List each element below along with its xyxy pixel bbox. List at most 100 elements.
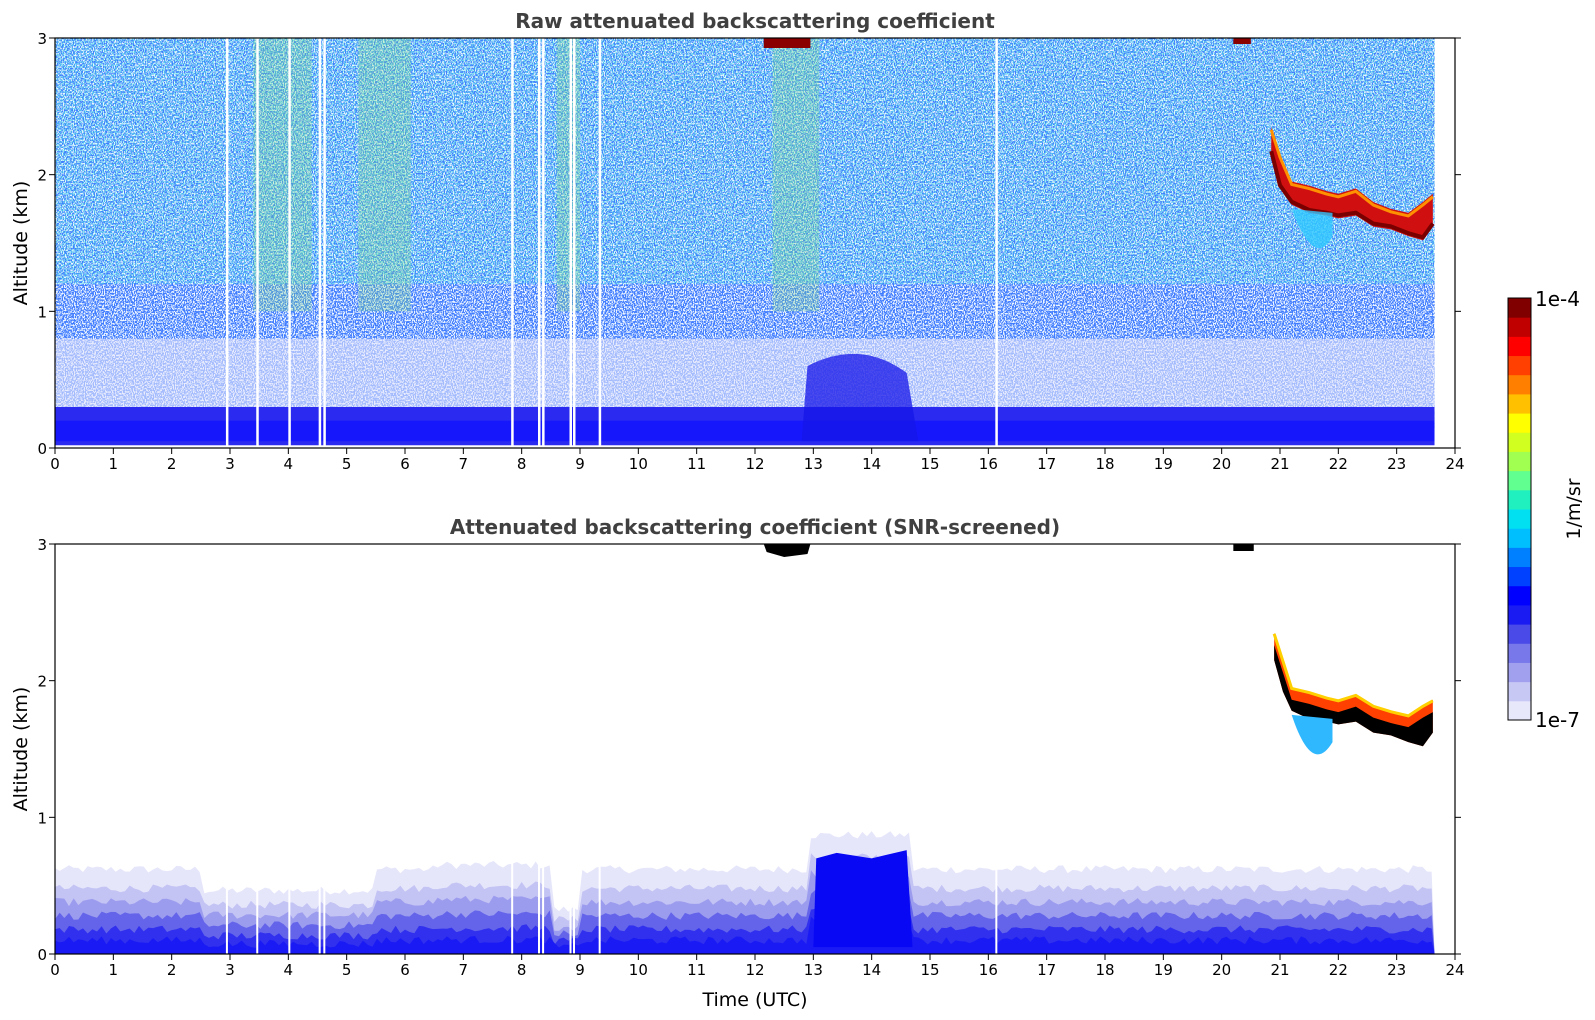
y-tick-label: 3 <box>37 536 47 554</box>
data-gap <box>542 858 545 954</box>
x-tick-label: 3 <box>225 455 235 473</box>
data-gap <box>323 858 326 954</box>
noise-texture-upper <box>55 38 1435 284</box>
x-tick-label: 9 <box>575 961 585 979</box>
x-tick-label: 4 <box>284 455 294 473</box>
colorbar-swatch <box>1508 681 1531 702</box>
x-tick-label: 21 <box>1270 961 1289 979</box>
x-tick-label: 11 <box>687 961 706 979</box>
cloud-top-12h <box>763 544 811 557</box>
x-tick-label: 6 <box>400 455 410 473</box>
cloud-layer-edge <box>1272 633 1434 718</box>
x-tick-label: 22 <box>1329 455 1348 473</box>
x-tick-label: 17 <box>1037 455 1056 473</box>
colorbar-swatch <box>1508 317 1531 337</box>
colorbar: 1e-4 1e-7 1/m/sr <box>1507 287 1585 732</box>
x-tick-label: 22 <box>1329 961 1348 979</box>
x-tick-label: 2 <box>167 961 177 979</box>
colorbar-swatch <box>1508 470 1531 491</box>
x-tick-label: 6 <box>400 961 410 979</box>
aerosol-plume <box>801 353 919 442</box>
x-tick-label: 17 <box>1037 961 1056 979</box>
x-tick-label: 2 <box>167 455 177 473</box>
x-tick-label: 10 <box>629 961 648 979</box>
x-tick-label: 1 <box>109 455 119 473</box>
colorbar-max-label: 1e-4 <box>1535 287 1580 311</box>
x-tick-label: 13 <box>804 455 823 473</box>
x-tick-label: 23 <box>1387 961 1406 979</box>
data-gap <box>511 38 514 448</box>
no-data-region <box>1434 544 1455 954</box>
panel2-title: Attenuated backscattering coefficient (S… <box>450 515 1060 539</box>
data-gap <box>573 858 575 954</box>
cloud-top-12h <box>763 38 811 48</box>
x-tick-label: 23 <box>1387 455 1406 473</box>
x-tick-label: 15 <box>920 455 939 473</box>
colorbar-swatch <box>1508 432 1531 452</box>
data-gap <box>995 38 998 448</box>
data-gap <box>538 38 541 448</box>
x-tick-label: 9 <box>575 455 585 473</box>
x-tick-label: 0 <box>50 961 60 979</box>
data-gap <box>569 38 572 448</box>
y-tick-label: 0 <box>37 946 47 964</box>
cloud-precip <box>1291 714 1333 755</box>
boundary-layer-band <box>55 916 1435 954</box>
raw-backscatter-panel: Raw attenuated backscattering coefficien… <box>10 9 1465 473</box>
aerosol-streak <box>358 38 411 312</box>
x-tick-label: 16 <box>979 455 998 473</box>
cloud-layer-edge <box>1269 129 1434 218</box>
x-tick-label: 18 <box>1095 961 1114 979</box>
x-tick-label: 18 <box>1095 455 1114 473</box>
x-tick-label: 4 <box>284 961 294 979</box>
data-gap <box>598 38 602 448</box>
colorbar-swatch <box>1508 451 1531 472</box>
cloud-layer-core <box>1274 645 1433 747</box>
data-gap <box>288 858 291 954</box>
panel1-title: Raw attenuated backscattering coefficien… <box>515 9 995 33</box>
low-haze-band <box>55 338 1435 407</box>
x-tick-label: 10 <box>629 455 648 473</box>
colorbar-swatch <box>1508 413 1531 433</box>
boundary-layer-core <box>55 420 1435 442</box>
y-tick-label: 3 <box>37 30 47 48</box>
data-gap <box>323 38 326 448</box>
x-tick-label: 20 <box>1212 961 1231 979</box>
y-tick-label: 1 <box>37 303 47 321</box>
cloud-layer-core <box>1269 150 1435 240</box>
x-tick-label: 12 <box>745 455 764 473</box>
x-tick-label: 8 <box>517 455 527 473</box>
cloud-top-20h <box>1233 38 1251 44</box>
cloud-precip <box>1291 208 1333 249</box>
colorbar-label: 1/m/sr <box>1563 478 1585 539</box>
colorbar-swatch <box>1508 393 1531 414</box>
panel2-ylabel: Altitude (km) <box>10 687 32 812</box>
data-gap <box>225 858 228 954</box>
cloud-top-20h <box>1233 544 1254 551</box>
x-tick-label: 14 <box>862 961 881 979</box>
data-gap <box>573 38 576 448</box>
colorbar-swatch <box>1508 489 1531 510</box>
y-tick-label: 0 <box>37 440 47 458</box>
x-tick-label: 5 <box>342 961 352 979</box>
x-tick-label: 5 <box>342 455 352 473</box>
colorbar-swatch <box>1508 298 1531 318</box>
colorbar-swatch <box>1508 585 1531 606</box>
colorbar-swatch <box>1508 700 1531 721</box>
colorbar-swatch <box>1508 643 1531 663</box>
data-gap <box>256 38 259 448</box>
colorbar-swatch <box>1508 509 1531 529</box>
data-gap <box>538 858 540 954</box>
aerosol-streak <box>556 38 580 312</box>
colorbar-frame <box>1507 297 1532 721</box>
x-tick-label: 8 <box>517 961 527 979</box>
x-tick-label: 0 <box>50 455 60 473</box>
x-tick-label: 24 <box>1445 961 1464 979</box>
data-gap <box>542 38 545 448</box>
x-tick-label: 11 <box>687 455 706 473</box>
x-tick-label: 13 <box>804 961 823 979</box>
x-tick-label: 3 <box>225 961 235 979</box>
data-gap <box>318 38 322 448</box>
x-tick-label: 14 <box>862 455 881 473</box>
